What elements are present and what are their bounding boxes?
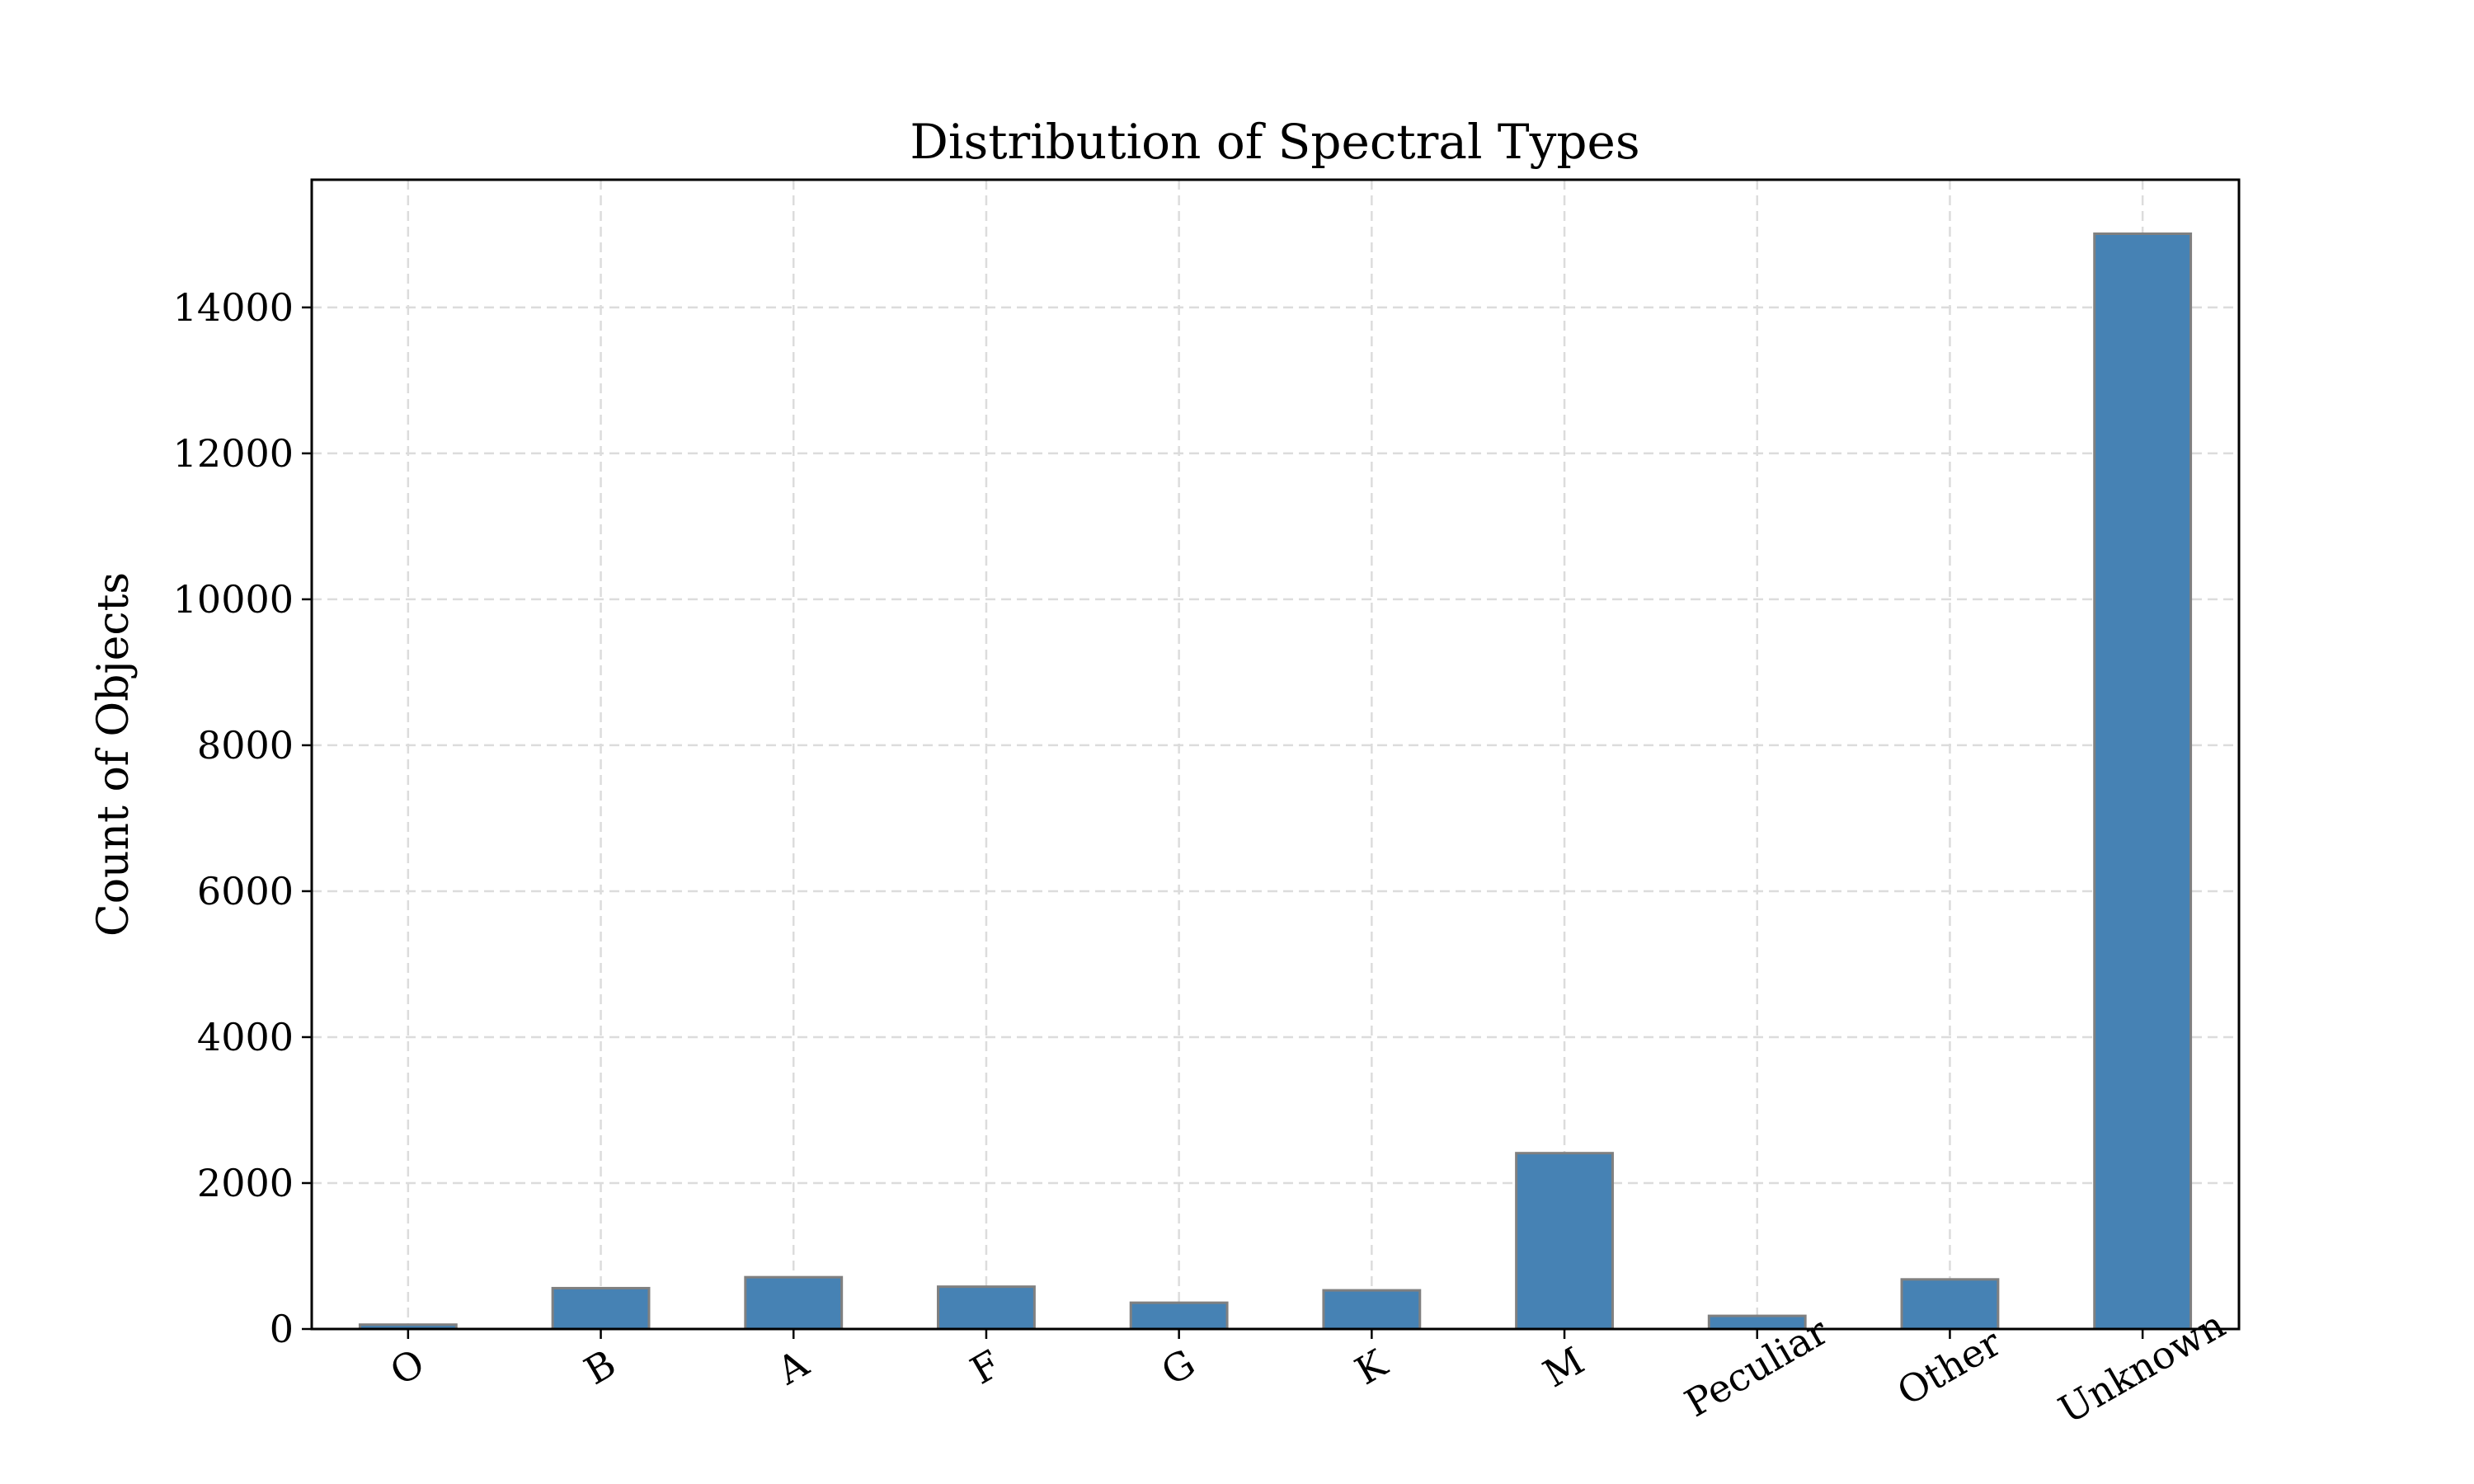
y-tick-label: 12000 (173, 431, 294, 476)
y-tick-label: 2000 (197, 1161, 294, 1205)
bar-m (1515, 1152, 1614, 1331)
bar-b (551, 1286, 651, 1331)
bar-a (744, 1275, 844, 1331)
bar-other (1900, 1278, 2000, 1331)
bar-k (1322, 1289, 1422, 1331)
x-tick-label-g: G (1154, 1341, 1202, 1394)
x-tick-label-m: M (1536, 1338, 1592, 1396)
y-axis-label: Count of Objects (89, 572, 139, 937)
y-tick-label: 8000 (197, 723, 294, 768)
y-tick-label: 4000 (197, 1015, 294, 1059)
bar-f (937, 1285, 1036, 1331)
bar-g (1129, 1301, 1229, 1331)
plot-area-frame (310, 178, 2241, 1331)
bars (358, 232, 2193, 1331)
bar-unknown (2093, 232, 2193, 1331)
y-tick-label: 10000 (173, 577, 294, 622)
y-tick-label: 6000 (197, 869, 294, 913)
y-tick-labels: 0 2000 4000 6000 8000 10000 12000 14000 (173, 285, 294, 1351)
y-tick-label: 0 (270, 1307, 294, 1351)
ticks (302, 306, 2144, 1339)
x-tick-label-a: A (769, 1341, 816, 1393)
x-tick-label-o: O (383, 1340, 432, 1394)
y-tick-label: 14000 (173, 285, 294, 330)
x-tick-label-b: B (576, 1341, 623, 1393)
x-tick-label-k: K (1348, 1340, 1395, 1393)
grid (312, 180, 2239, 1329)
chart-title: Distribution of Spectral Types (910, 114, 1639, 170)
x-tick-label-f: F (963, 1341, 1009, 1393)
